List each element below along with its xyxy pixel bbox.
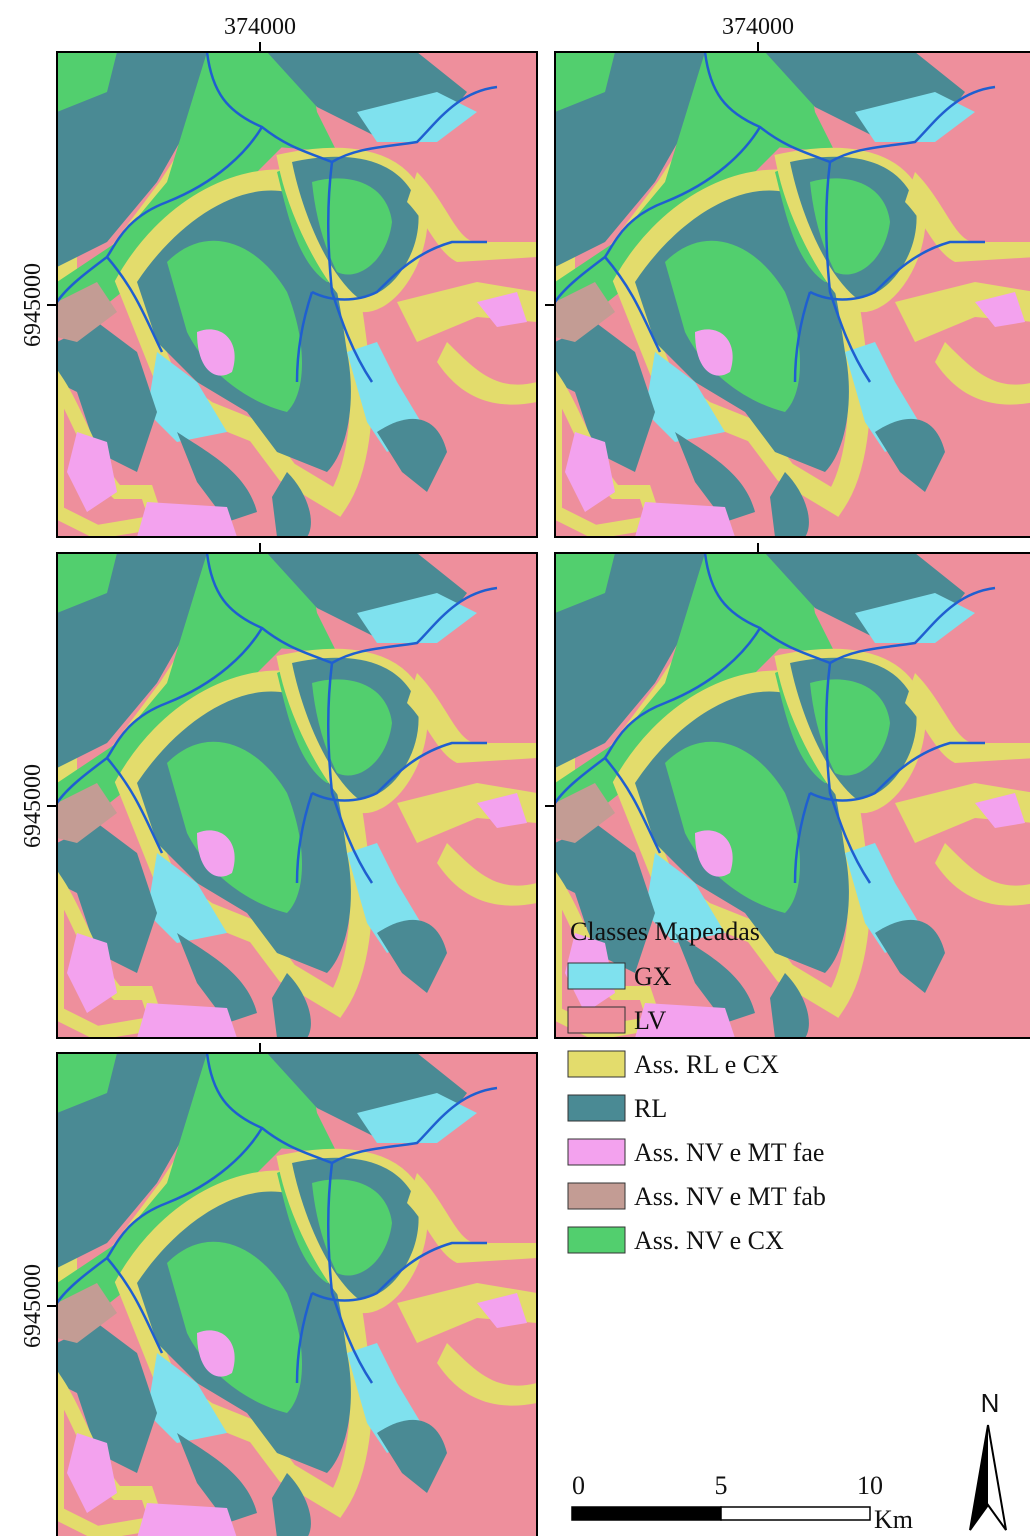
map-panel: [555, 553, 1030, 1038]
scale-label: 10: [857, 1471, 883, 1500]
figure: 374000 374000 6945000 6945000 6945000 Classe…: [0, 0, 1030, 1536]
scale-segment: [572, 1507, 721, 1520]
scale-label: 0: [572, 1471, 585, 1500]
legend-swatch: [568, 963, 625, 989]
page: {"axis_labels": {"x": ["374000", "374000…: [0, 0, 1030, 1536]
legend-swatch: [568, 1183, 625, 1209]
legend-label: Ass. RL e CX: [634, 1050, 779, 1079]
map-panel: [57, 1053, 537, 1536]
legend-label: Ass. NV e CX: [634, 1226, 784, 1255]
map-panel: [57, 553, 537, 1038]
x-coord-label: 374000: [224, 14, 296, 40]
legend-title: Classes Mapeadas: [570, 917, 760, 946]
x-coord-label: 374000: [722, 14, 794, 40]
scale-unit: Km: [874, 1505, 913, 1534]
legend-label: LV: [634, 1006, 666, 1035]
map-panel: [555, 52, 1030, 537]
scale-segment: [721, 1507, 870, 1520]
legend-label: RL: [634, 1094, 667, 1123]
scale-label: 5: [715, 1471, 728, 1500]
legend-swatch: [568, 1139, 625, 1165]
legend-label: GX: [634, 962, 672, 991]
map-panel: [57, 52, 537, 537]
legend-swatch: [568, 1051, 625, 1077]
legend-swatch: [568, 1227, 625, 1253]
legend-swatch: [568, 1007, 625, 1033]
legend-label: Ass. NV e MT fae: [634, 1138, 824, 1167]
y-coord-label: 6945000: [20, 263, 46, 347]
north-label: N: [981, 1388, 1000, 1418]
y-coord-label: 6945000: [20, 1264, 46, 1348]
legend-label: Ass. NV e MT fab: [634, 1182, 826, 1211]
y-coord-label: 6945000: [20, 764, 46, 848]
legend-swatch: [568, 1095, 625, 1121]
